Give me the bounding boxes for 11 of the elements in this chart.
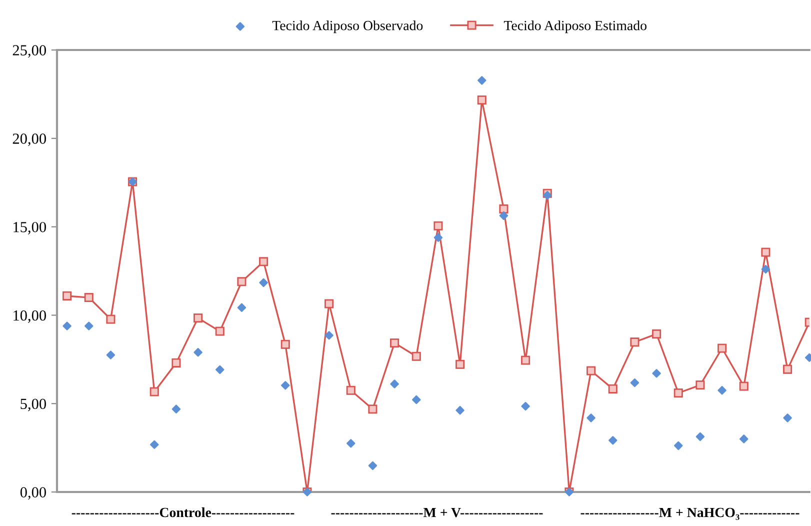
y-tick-label: 20,00 [12,134,46,146]
text: -------------------Controle------------------ [72,507,294,518]
y-tick-label: 25,00 [12,45,46,58]
y-tick-label: 15,00 [14,222,46,234]
y-tick-label: 0,00 [20,487,46,500]
legend-label: Tecido Adiposo Observado [272,20,423,34]
legend-label: Tecido Adiposo Estimado [504,20,646,34]
y-tick-label: 10,00 [14,310,46,323]
text: --------------------M + V------------------ [331,508,543,518]
text: -----------------M + NaHCO₃------------- [580,508,800,520]
y-tick-label: 5,00 [20,398,46,412]
